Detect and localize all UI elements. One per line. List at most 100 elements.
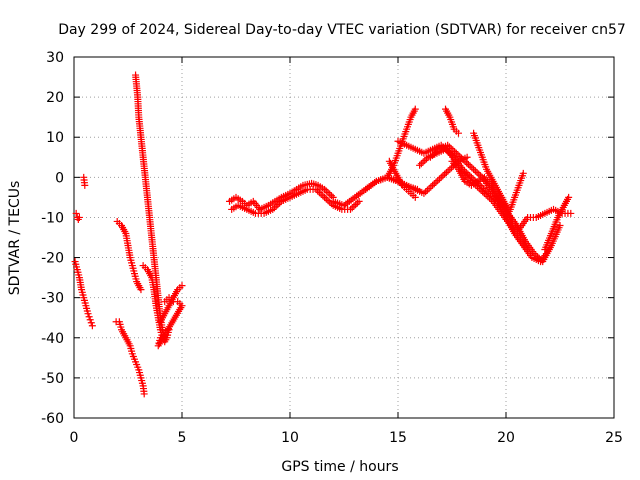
data-point — [452, 149, 460, 157]
data-point — [321, 185, 329, 193]
y-tick-label: -50 — [41, 371, 64, 387]
points-layer — [71, 71, 575, 398]
data-point — [84, 310, 92, 318]
data-point — [530, 250, 538, 258]
y-tick-label: -30 — [41, 291, 64, 307]
data-point — [454, 151, 462, 159]
y-tick-label: -60 — [41, 411, 64, 427]
data-point — [519, 169, 527, 177]
data-point — [565, 193, 573, 201]
data-point — [444, 167, 452, 175]
data-point — [352, 201, 360, 209]
series-s15 — [385, 157, 419, 201]
data-point — [444, 141, 452, 149]
data-point — [425, 185, 433, 193]
data-point — [423, 155, 431, 163]
data-point — [312, 185, 320, 193]
data-point — [87, 319, 95, 327]
data-point — [137, 286, 145, 294]
y-tick-label: -40 — [41, 331, 64, 347]
series-s9 — [154, 294, 186, 350]
y-tick-label: -20 — [41, 251, 64, 267]
data-point — [454, 129, 462, 137]
data-point — [274, 201, 282, 209]
data-point — [467, 173, 475, 181]
data-point — [355, 197, 363, 205]
data-point — [314, 187, 322, 195]
data-point — [327, 192, 335, 200]
data-point — [86, 316, 94, 324]
data-point — [353, 199, 361, 207]
data-point — [426, 153, 434, 161]
series-s1 — [72, 209, 83, 223]
data-point — [535, 254, 543, 262]
data-point — [411, 193, 419, 201]
data-point — [178, 282, 186, 290]
data-point — [435, 175, 443, 183]
data-point — [473, 169, 481, 177]
data-point — [270, 204, 278, 212]
series-s2 — [80, 173, 89, 189]
data-point — [445, 143, 453, 151]
data-point — [471, 167, 479, 175]
y-tick-label: 10 — [46, 130, 64, 146]
data-point — [442, 169, 450, 177]
data-point — [456, 152, 464, 160]
data-point — [458, 154, 466, 162]
data-point — [72, 209, 80, 217]
data-point — [463, 159, 471, 167]
grid-layer — [74, 57, 614, 418]
data-point — [423, 186, 431, 194]
data-point — [417, 160, 425, 168]
data-point — [326, 190, 334, 198]
data-point — [272, 202, 280, 210]
data-point — [322, 195, 330, 203]
data-point — [88, 322, 96, 330]
data-point — [319, 192, 327, 200]
series-s23 — [541, 193, 573, 254]
data-point — [75, 213, 83, 221]
data-point — [411, 105, 419, 113]
data-point — [434, 177, 442, 185]
data-point — [81, 181, 89, 189]
data-point — [432, 148, 440, 156]
data-point — [350, 202, 358, 210]
data-point — [433, 147, 441, 155]
data-point — [447, 144, 455, 152]
data-point — [324, 197, 332, 205]
data-point — [449, 146, 457, 154]
x-tick-label: 10 — [281, 430, 299, 446]
data-point — [437, 173, 445, 181]
data-point — [428, 152, 436, 160]
data-point — [419, 158, 427, 166]
data-point — [534, 253, 542, 261]
x-tick-label: 5 — [178, 430, 187, 446]
data-point — [430, 180, 438, 188]
y-tick-label: 0 — [55, 170, 64, 186]
data-point — [462, 169, 470, 177]
data-point — [466, 172, 474, 180]
series-s11 — [228, 185, 363, 217]
series-s22 — [502, 169, 527, 221]
data-point — [416, 161, 424, 169]
data-point — [324, 189, 332, 197]
x-tick-label: 25 — [605, 430, 623, 446]
data-point — [464, 160, 472, 168]
series-s19 — [442, 105, 462, 137]
data-point — [439, 172, 447, 180]
data-point — [446, 165, 454, 173]
data-point — [470, 165, 478, 173]
data-point — [430, 150, 438, 158]
x-tick-label: 15 — [389, 430, 407, 446]
series-s4 — [113, 217, 145, 294]
tick-layer: 0 5 10 15 20 25 -60 -50 -40 -30 -20 -10 0 10 20 30 — [41, 50, 623, 446]
x-axis-title: GPS time / hours — [281, 459, 398, 475]
data-point — [427, 183, 435, 191]
data-point — [346, 205, 354, 213]
x-tick-label: 20 — [497, 430, 515, 446]
series-s5 — [112, 318, 148, 398]
data-point — [441, 170, 449, 178]
data-point — [269, 205, 277, 213]
data-point — [429, 181, 437, 189]
